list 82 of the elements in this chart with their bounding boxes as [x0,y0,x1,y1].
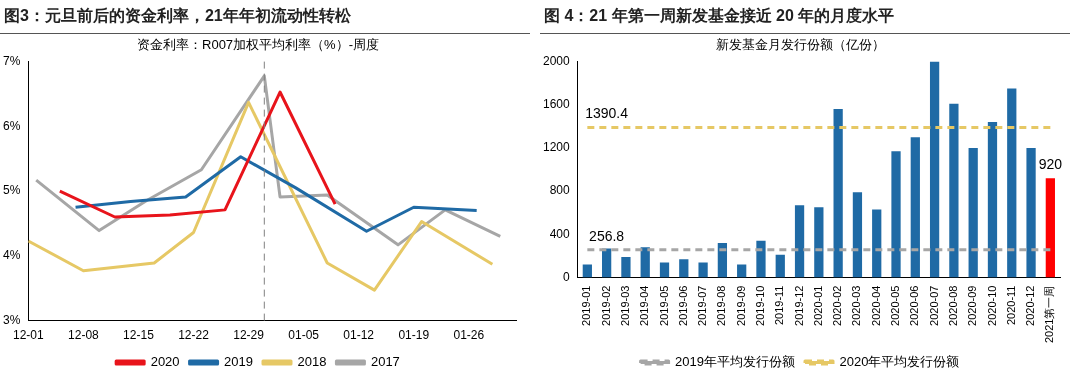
bar [987,122,998,278]
x-tick-label: 12-29 [233,328,265,343]
x-tick-label: 2019-12 [792,285,805,326]
y-tick-label: 1600 [542,97,571,112]
y-tick-label: 4% [3,248,21,263]
bar [602,248,612,278]
x-tick-label: 2021第一周 [1043,285,1056,344]
bar [1026,147,1036,278]
bar [582,264,592,278]
bar [833,109,843,278]
x-tick-label: 01-05 [288,328,320,343]
bar [872,209,882,278]
x-tick-label: 2019-07 [696,285,709,326]
y-tick-label: 1200 [542,140,571,155]
x-tick-label: 2019-10 [754,285,766,326]
x-tick-label: 2019-05 [657,285,670,326]
y-tick-label: 0 [563,269,571,284]
y-tick-label: 400 [549,226,571,241]
annotation: 256.8 [589,227,625,244]
x-tick-label: 2019-01 [580,285,593,326]
legend-label: 2017 [370,354,400,370]
bar [1045,178,1055,278]
x-tick-label: 2020-09 [966,285,979,326]
x-tick-label: 12-01 [12,328,45,343]
y-tick-label: 3% [3,312,21,327]
bar [775,254,785,278]
x-tick-label: 2020-02 [831,285,844,326]
x-tick-label: 2019-02 [599,285,612,326]
bar [659,262,670,278]
y-tick-label: 6% [3,118,21,133]
x-tick-label: 01-19 [398,328,430,343]
x-tick-label: 2020-07 [927,285,940,326]
chart-subtitle: 资金利率：R007加权平均利率（%）-周度 [137,37,379,53]
bar [929,61,940,278]
bar [910,137,920,278]
bar [621,257,631,278]
chart-title: 图 4：21 年第一周新发基金接近 20 年的月度水平 [540,0,1070,34]
bar [968,147,978,278]
x-tick-label: 2020-11 [1004,285,1017,326]
y-tick-label: 2000 [542,53,571,68]
x-tick-label: 01-12 [343,328,375,343]
bar [814,207,824,278]
bar [679,259,689,278]
bar [891,151,901,278]
x-tick-label: 2020-04 [869,285,882,326]
x-tick-label: 12-22 [178,328,210,343]
x-tick-label: 2020-12 [1024,285,1037,326]
bar [1007,88,1017,278]
x-tick-label: 2019-08 [715,285,728,326]
bar [756,240,766,278]
x-tick-label: 2020-01 [811,285,824,326]
bar [698,262,708,278]
x-tick-label: 2020-03 [850,285,863,326]
x-tick-label: 2019-09 [734,285,747,326]
x-tick-label: 2020-06 [908,285,921,326]
x-tick-label: 2020-08 [946,285,959,326]
x-tick-label: 12-15 [123,328,155,343]
x-tick-label: 12-08 [68,328,100,343]
x-tick-label: 2020-10 [985,285,998,326]
x-tick-label: 01-26 [453,328,485,343]
chart-subtitle: 新发基金月发行份额（亿份） [715,37,885,53]
x-tick-label: 2019-11 [773,285,786,326]
bar [949,103,959,278]
data-label: 920 [1038,156,1063,173]
bar [737,264,747,278]
legend-label: 2019年平均发行份额 [675,354,795,370]
legend-label: 2019 [224,354,253,370]
y-tick-label: 7% [3,53,21,68]
annotation: 1390.4 [585,105,629,122]
legend-label: 2018 [297,354,327,370]
x-tick-label: 2020-05 [889,285,902,326]
bar [794,205,805,278]
x-tick-label: 2019-06 [676,285,689,326]
bar [640,247,650,278]
legend-label: 2020年平均发行份额 [839,354,960,370]
bar [852,192,863,278]
legend-label: 2020 [150,354,180,370]
x-tick-label: 2019-03 [618,285,631,326]
chart-title: 图3：元旦前后的资金利率，21年年初流动性转松 [0,0,530,34]
y-tick-label: 5% [3,183,21,198]
y-tick-label: 800 [549,183,571,198]
x-tick-label: 2019-04 [638,285,651,326]
